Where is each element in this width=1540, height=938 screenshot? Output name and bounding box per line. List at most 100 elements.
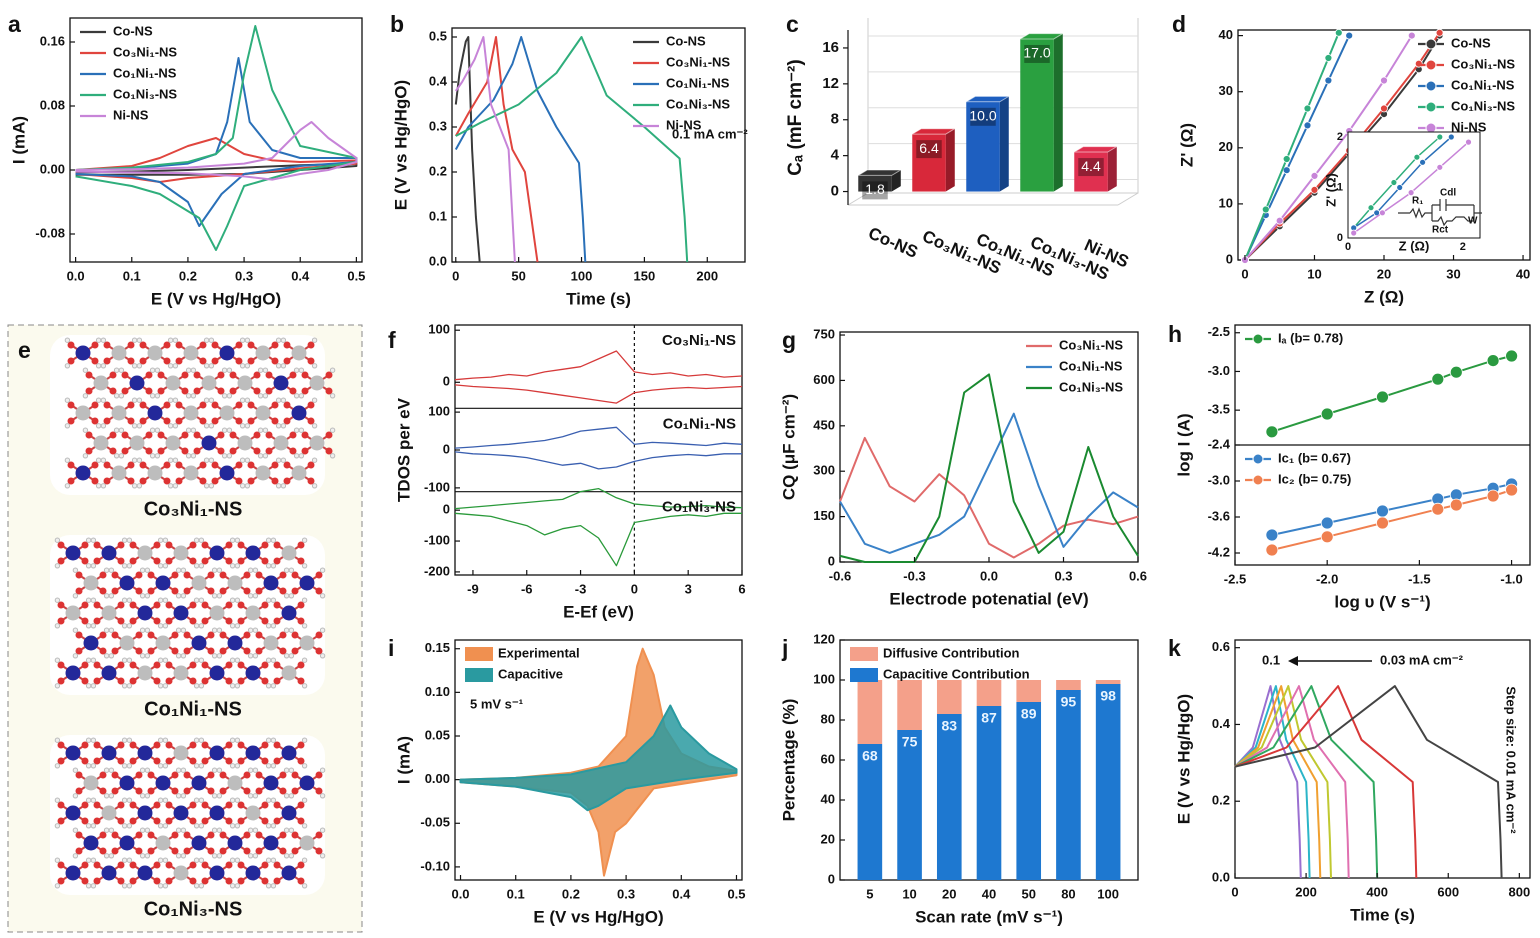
oxygen-atom: [289, 371, 297, 379]
hydrogen-atom: [293, 453, 300, 459]
hydrogen-atom: [85, 737, 92, 743]
metal-atom: [65, 605, 81, 621]
x-tick-label: 0.4: [291, 268, 310, 283]
x-tick-label: 0: [631, 581, 638, 596]
x-axis-label: Time (s): [1350, 905, 1415, 924]
oxygen-atom: [139, 477, 147, 485]
hydrogen-atom: [100, 423, 107, 429]
metal-atom: [101, 805, 117, 821]
hydrogen-atom: [257, 393, 264, 399]
oxygen-atom: [235, 477, 243, 485]
oxygen-atom: [163, 461, 171, 469]
y-axis-label: E (V vs Hg/HgO): [391, 80, 410, 210]
panel-letter: j: [781, 635, 788, 661]
metal-atom: [245, 605, 261, 621]
y-tick-label: 80: [821, 711, 835, 726]
x-tick-label: 40: [1516, 266, 1530, 281]
oxygen-atom: [261, 817, 269, 825]
hydrogen-atom: [275, 337, 282, 343]
hydrogen-atom: [180, 793, 187, 799]
hydrogen-atom: [72, 593, 79, 599]
legend-label: Co₁Ni₃-NS: [113, 86, 177, 101]
inset-y-tick-label: 2: [1337, 131, 1343, 143]
hydrogen-atom: [100, 397, 107, 403]
oxygen-atom: [201, 801, 209, 809]
metal-atom: [299, 575, 315, 591]
x-tick-label: 40: [982, 886, 996, 901]
oxygen-atom: [307, 461, 315, 469]
hydrogen-atom: [85, 857, 92, 863]
hydrogen-atom: [131, 397, 138, 403]
oxygen-atom: [219, 587, 227, 595]
value-label-bg: [1024, 44, 1050, 63]
y-tick-label: -2.4: [1208, 436, 1231, 451]
oxygen-atom: [81, 801, 89, 809]
legend-label: Co₁Ni₁-NS: [113, 65, 177, 80]
y-tick-label: 0.16: [40, 33, 65, 48]
metal-atom: [263, 775, 279, 791]
hydrogen-atom: [103, 627, 110, 633]
oxygen-atom: [175, 401, 183, 409]
oxygen-atom: [261, 601, 269, 609]
data-point: [1275, 216, 1284, 225]
hydrogen-atom: [154, 393, 161, 399]
hydrogen-atom: [162, 857, 169, 863]
hydrogen-atom: [229, 683, 236, 689]
oxygen-atom: [297, 661, 305, 669]
oxygen-atom: [129, 661, 137, 669]
oxygen-atom: [283, 401, 291, 409]
hydrogen-atom: [139, 593, 146, 599]
bar-side-shade: [999, 96, 1009, 192]
oxygen-atom: [279, 771, 287, 779]
hydrogen-atom: [118, 453, 125, 459]
oxygen-atom: [271, 401, 279, 409]
hydrogen-atom: [85, 823, 92, 829]
hydrogen-atom: [193, 563, 200, 569]
metal-atom: [101, 745, 117, 761]
oxygen-atom: [145, 371, 153, 379]
oxygen-atom: [237, 601, 245, 609]
data-point: [1282, 155, 1291, 163]
oxygen-atom: [117, 541, 125, 549]
hydrogen-atom: [175, 827, 182, 833]
hydrogen-atom: [226, 393, 233, 399]
legend-label: Ni-NS: [1451, 119, 1487, 134]
hydrogen-atom: [95, 337, 102, 343]
hydrogen-atom: [167, 457, 174, 463]
y-tick-label: 300: [813, 463, 835, 478]
hydrogen-atom: [126, 857, 133, 863]
metal-atom: [227, 775, 243, 791]
oxygen-atom: [289, 431, 297, 439]
data-point: [1303, 104, 1312, 113]
oxygen-atom: [189, 741, 197, 749]
hydrogen-atom: [149, 453, 156, 459]
oxygen-atom: [129, 617, 137, 625]
bar: [912, 134, 946, 192]
hydrogen-atom: [136, 397, 143, 403]
hydrogen-atom: [329, 427, 336, 433]
hydrogen-atom: [126, 737, 133, 743]
metal-atom: [147, 345, 163, 361]
hydrogen-atom: [311, 363, 318, 369]
oxygen-atom: [81, 757, 89, 765]
hydrogen-atom: [283, 767, 290, 773]
hydrogen-atom: [293, 367, 300, 373]
hydrogen-atom: [319, 593, 326, 599]
hydrogen-atom: [198, 623, 205, 629]
x-axis-label: Scan rate (mV s⁻¹): [915, 907, 1063, 926]
series-line: [1234, 685, 1332, 879]
hydrogen-atom: [126, 763, 133, 769]
y-tick-label: 0.6: [1212, 639, 1230, 654]
y-tick-label: 0: [443, 374, 450, 389]
hydrogen-atom: [121, 763, 128, 769]
hydrogen-atom: [252, 827, 259, 833]
oxygen-atom: [129, 601, 137, 609]
legend-label: Ni-NS: [113, 107, 149, 122]
hydrogen-atom: [239, 337, 246, 343]
oxygen-atom: [199, 417, 207, 425]
panel-letter: f: [388, 327, 396, 353]
oxygen-atom: [93, 601, 101, 609]
oxygen-atom: [255, 831, 263, 839]
hydrogen-atom: [193, 763, 200, 769]
oxygen-atom: [279, 631, 287, 639]
